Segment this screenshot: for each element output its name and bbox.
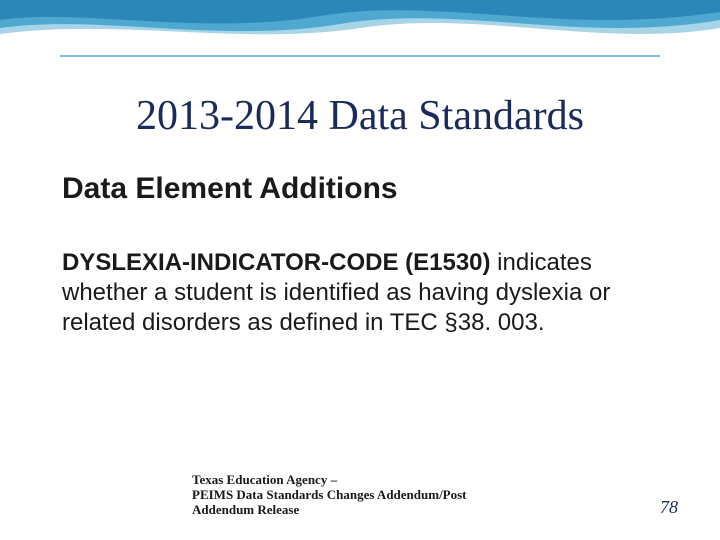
body-paragraph: DYSLEXIA-INDICATOR-CODE (E1530) indicate…: [62, 248, 662, 338]
slide-subtitle: Data Element Additions: [62, 172, 398, 206]
page-number: 78: [660, 497, 678, 518]
footer-line-2: PEIMS Data Standards Changes Addendum/Po…: [192, 487, 467, 517]
element-term: DYSLEXIA-INDICATOR-CODE (E1530): [62, 249, 491, 276]
footer-attribution: Texas Education Agency – PEIMS Data Stan…: [192, 473, 502, 518]
wave-svg: [0, 0, 720, 90]
header-wave-decoration: [0, 0, 720, 90]
footer-line-1: Texas Education Agency –: [192, 472, 337, 487]
slide-title: 2013-2014 Data Standards: [0, 92, 720, 140]
